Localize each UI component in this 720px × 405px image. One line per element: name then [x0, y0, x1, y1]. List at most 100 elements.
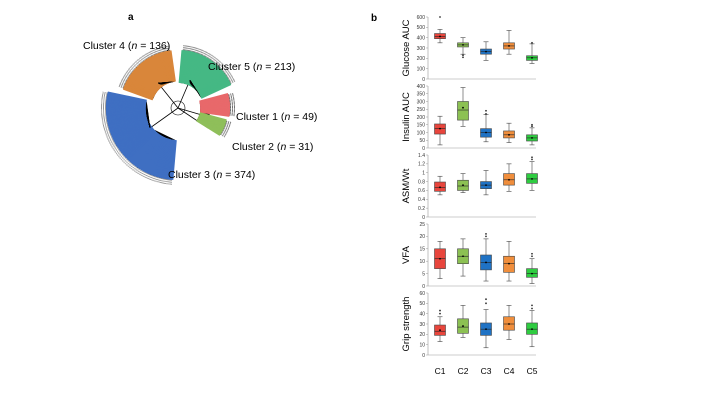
branch-line — [189, 79, 202, 98]
leaf-wedge — [107, 91, 147, 103]
leaf-fringe — [224, 127, 229, 130]
leaf-fringe — [222, 67, 227, 71]
leaf-fringe — [129, 164, 134, 169]
leaf-fringe — [222, 131, 227, 134]
leaf-fringe — [183, 45, 185, 51]
outlier-point — [439, 312, 441, 315]
leaf-fringe — [132, 64, 137, 69]
y-tick-label: 5 — [422, 271, 425, 277]
leaf-fringe — [125, 160, 130, 165]
leaf-fringe — [119, 154, 124, 159]
leaf-fringe — [228, 76, 233, 80]
leaf-fringe — [106, 134, 112, 137]
leaf-fringe — [124, 73, 130, 77]
leaf-fringe — [229, 113, 235, 115]
y-tick-label: 0.4 — [418, 197, 425, 203]
cluster-4-label: Cluster 4 (n = 136) — [83, 40, 171, 52]
leaf-fringe — [124, 74, 129, 78]
leaf-fringe — [199, 49, 203, 55]
y-tick-label: 50 — [419, 301, 425, 307]
mean-marker — [462, 106, 464, 109]
leaf-fringe — [155, 176, 158, 182]
mean-marker — [531, 137, 533, 139]
mean-marker — [508, 323, 510, 325]
leaf-fringe — [134, 167, 138, 172]
leaf-fringe — [159, 47, 162, 53]
leaf-fringe — [157, 177, 160, 183]
leaf-fringe — [118, 153, 123, 157]
leaf-fringe — [139, 57, 144, 63]
leaf-fringe — [221, 132, 227, 136]
mean-marker — [531, 272, 533, 275]
leaf-fringe — [128, 68, 133, 73]
tree-graphic — [100, 45, 236, 185]
leaf-fringe — [133, 166, 137, 172]
leaf-fringe — [185, 45, 187, 51]
leaf-fringe — [229, 114, 235, 116]
leaf-fringe — [164, 46, 166, 52]
leaf-fringe — [140, 57, 144, 62]
y-tick-label: 300 — [417, 99, 426, 105]
leaf-fringe — [216, 61, 221, 66]
leaf-fringe — [217, 62, 222, 66]
leaf-fringe — [108, 138, 114, 142]
leaf-fringe — [218, 62, 223, 67]
leaf-fringe — [196, 48, 199, 54]
outlier-point — [531, 252, 533, 255]
leaf-fringe — [154, 176, 157, 182]
leaf-fringe — [208, 54, 213, 60]
leaf-fringe — [206, 52, 209, 58]
leaf-fringe — [206, 53, 210, 58]
leaf-fringe — [111, 143, 116, 147]
leaf-fringe — [211, 56, 216, 62]
leaf-fringe — [116, 151, 121, 155]
leaf-fringe — [101, 99, 107, 101]
leaf-wedge — [196, 118, 222, 136]
leaf-fringe — [166, 179, 168, 185]
leaf-fringe — [151, 50, 154, 56]
leaf-fringe — [122, 77, 128, 80]
leaf-fringe — [107, 136, 112, 139]
leaf-fringe — [228, 96, 234, 98]
leaf-fringe — [192, 47, 195, 53]
box-C2 — [457, 101, 469, 121]
mean-marker — [462, 44, 464, 46]
leaf-fringe — [229, 78, 234, 82]
mean-marker — [485, 328, 487, 331]
cluster-1-label: Cluster 1 (n = 49) — [236, 111, 318, 123]
mean-marker — [531, 328, 533, 331]
outlier-point — [531, 123, 533, 126]
leaf-fringe — [123, 75, 129, 79]
leaf-fringe — [187, 45, 190, 51]
leaf-fringe — [226, 73, 232, 78]
leaf-fringe — [225, 71, 230, 75]
leaf-fringe — [166, 46, 168, 52]
leaf-fringe — [203, 51, 207, 57]
y-tick-label: 0.6 — [418, 188, 425, 194]
leaf-fringe — [221, 65, 226, 70]
leaf-fringe — [157, 48, 160, 54]
leaf-fringe — [153, 49, 157, 55]
y-tick-label: 1 — [422, 171, 425, 177]
leaf-fringe — [101, 115, 107, 117]
y-tick-label: 15 — [419, 247, 425, 253]
leaf-fringe — [222, 130, 228, 134]
leaf-fringe — [156, 48, 159, 54]
leaf-fringe — [186, 45, 189, 51]
leaf-fringe — [191, 46, 193, 52]
cluster-3-label: Cluster 3 (n = 374) — [168, 169, 256, 181]
leaf-fringe — [111, 144, 117, 148]
leaf-fringe — [102, 92, 108, 95]
leaf-fringe — [127, 162, 131, 167]
leaf-fringe — [220, 134, 225, 138]
outlier-point — [485, 235, 487, 238]
leaf-fringe — [133, 63, 138, 68]
leaf-fringe — [221, 133, 226, 136]
leaf-fringe — [120, 82, 125, 86]
leaf-fringe — [118, 153, 123, 158]
leaf-fringe — [145, 173, 148, 178]
leaf-fringe — [226, 120, 232, 123]
leaf-fringe — [114, 148, 120, 153]
leaf-fringe — [108, 139, 114, 143]
mean-marker — [531, 178, 533, 180]
